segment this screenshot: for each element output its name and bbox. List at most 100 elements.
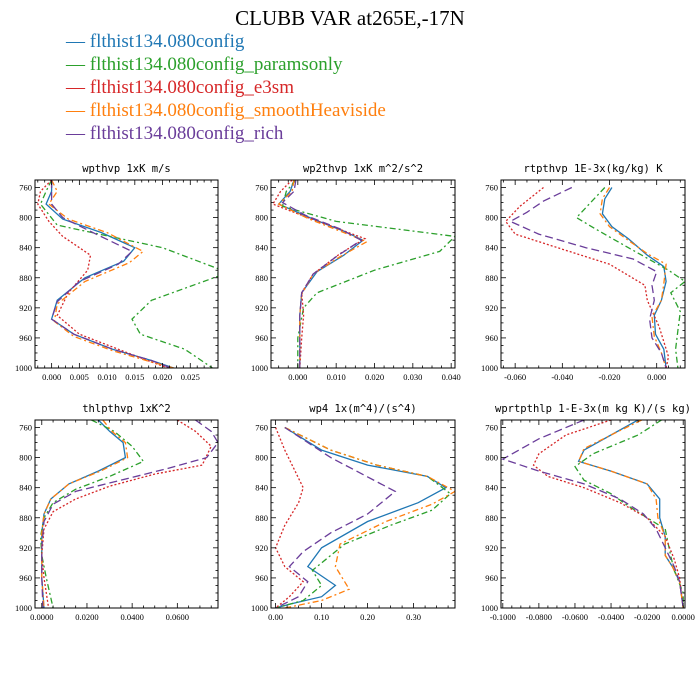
legend-item-smoothheaviside: — flthist134.080config_smoothHeaviside bbox=[66, 100, 386, 121]
y-tick-label: 800 bbox=[255, 213, 268, 223]
x-tick-label: 0.00 bbox=[268, 612, 283, 622]
y-tick-label: 1000 bbox=[251, 603, 268, 613]
panel-title: rtpthvp 1E-3x(kg/kg) K bbox=[523, 163, 663, 175]
y-tick-label: 920 bbox=[485, 543, 498, 553]
panel-2: wp2thvp 1xK m^2/s^2 760 800 840 880 920 960 100… bbox=[251, 163, 461, 382]
y-tick-label: 1000 bbox=[481, 363, 498, 373]
x-tick-label: 0.000 bbox=[42, 372, 61, 382]
legend-item-e3sm: — flthist134.080config_e3sm bbox=[66, 77, 294, 98]
panel-4: thlpthvp 1xK^2 760 800 840 880 920 960 10000.00… bbox=[15, 403, 219, 622]
series-line-5 bbox=[41, 420, 218, 608]
y-tick-label: 840 bbox=[255, 483, 268, 493]
series-line-4 bbox=[577, 420, 684, 608]
x-tick-label: -0.040 bbox=[551, 372, 573, 382]
series-line-5 bbox=[508, 186, 667, 368]
y-tick-label: 760 bbox=[485, 183, 498, 193]
y-tick-label: 920 bbox=[485, 303, 498, 313]
panel-title: wp2thvp 1xK m^2/s^2 bbox=[303, 163, 423, 175]
plot-frame bbox=[270, 179, 456, 369]
series-line-3 bbox=[274, 427, 305, 608]
panel-6: wprtpthlp 1-E-3x(m kg K)/(s kg) 760 800 840… bbox=[481, 403, 695, 622]
series-line-4 bbox=[277, 180, 369, 368]
x-tick-label: 0.0400 bbox=[120, 612, 143, 622]
legend: — flthist134.080config — flthist134.080c… bbox=[66, 30, 386, 145]
x-tick-label: 0.030 bbox=[403, 372, 422, 382]
y-tick-label: 800 bbox=[19, 213, 32, 223]
y-tick-label: 760 bbox=[19, 183, 32, 193]
y-tick-label: 760 bbox=[255, 423, 268, 433]
series-line-3 bbox=[271, 180, 367, 368]
series-line-2 bbox=[39, 420, 145, 608]
x-tick-label: 0.000 bbox=[647, 372, 666, 382]
y-tick-label: 800 bbox=[19, 453, 32, 463]
chart-title: CLUBB VAR at265E,-17N bbox=[235, 6, 465, 30]
y-tick-label: 960 bbox=[255, 333, 268, 343]
panel-1: wpthvp 1xK m/s 760 800 840 880 920 960 1000 0.00… bbox=[15, 163, 219, 382]
plot-frame bbox=[500, 179, 686, 369]
y-tick-label: 920 bbox=[255, 543, 268, 553]
x-tick-label: 0.040 bbox=[442, 372, 461, 382]
series-line-5 bbox=[281, 180, 363, 368]
series-line-4 bbox=[41, 420, 129, 608]
series-line-1 bbox=[577, 420, 684, 608]
y-tick-label: 960 bbox=[19, 333, 32, 343]
x-tick-label: -0.0400 bbox=[598, 612, 624, 622]
x-tick-label: 0.20 bbox=[360, 612, 375, 622]
y-tick-label: 840 bbox=[19, 243, 32, 253]
y-tick-label: 1000 bbox=[15, 603, 32, 613]
series-line-2 bbox=[275, 426, 452, 608]
y-tick-label: 840 bbox=[19, 483, 32, 493]
y-tick-label: 1000 bbox=[15, 363, 32, 373]
series-line-3 bbox=[532, 420, 684, 608]
x-tick-label: 0.0000 bbox=[672, 612, 695, 622]
y-tick-label: 880 bbox=[255, 513, 268, 523]
y-tick-label: 840 bbox=[485, 483, 498, 493]
y-tick-label: 760 bbox=[19, 423, 32, 433]
y-tick-label: 840 bbox=[485, 243, 498, 253]
y-tick-label: 960 bbox=[19, 573, 32, 583]
x-tick-label: 0.10 bbox=[314, 612, 329, 622]
x-tick-label: -0.1000 bbox=[490, 612, 516, 622]
legend-item-config: — flthist134.080config bbox=[66, 31, 245, 52]
panel-5: wp4 1x(m^4)/(s^4)76080084088092096010000… bbox=[251, 403, 456, 622]
series-line-1 bbox=[275, 426, 448, 608]
legend-item-paramsonly: — flthist134.080config_paramsonly bbox=[66, 54, 343, 75]
y-tick-label: 800 bbox=[485, 213, 498, 223]
series-line-5 bbox=[501, 420, 684, 608]
y-tick-label: 1000 bbox=[251, 363, 268, 373]
y-tick-label: 840 bbox=[255, 243, 268, 253]
x-tick-label: -0.0600 bbox=[562, 612, 588, 622]
y-tick-label: 800 bbox=[485, 453, 498, 463]
x-tick-label: 0.025 bbox=[181, 372, 200, 382]
x-tick-label: -0.0200 bbox=[634, 612, 660, 622]
series-line-2 bbox=[575, 187, 685, 368]
x-tick-label: 0.010 bbox=[98, 372, 117, 382]
y-tick-label: 920 bbox=[19, 543, 32, 553]
y-tick-label: 1000 bbox=[481, 603, 498, 613]
series-line-4 bbox=[599, 187, 667, 368]
x-tick-label: 0.0000 bbox=[30, 612, 53, 622]
series-line-2 bbox=[281, 180, 455, 368]
series-line-5 bbox=[50, 180, 172, 368]
x-tick-label: -0.020 bbox=[599, 372, 621, 382]
x-tick-label: 0.0600 bbox=[166, 612, 189, 622]
x-tick-label: 0.010 bbox=[327, 372, 346, 382]
y-tick-label: 880 bbox=[19, 273, 32, 283]
y-tick-label: 960 bbox=[255, 573, 268, 583]
plot-frame bbox=[34, 419, 219, 609]
x-tick-label: 0.015 bbox=[125, 372, 144, 382]
series-line-5 bbox=[275, 426, 397, 608]
y-tick-label: 880 bbox=[19, 513, 32, 523]
x-tick-label: -0.060 bbox=[504, 372, 526, 382]
panel-title: thlpthvp 1xK^2 bbox=[82, 403, 171, 415]
x-tick-label: 0.020 bbox=[153, 372, 172, 382]
panel-title: wprtpthlp 1-E-3x(m kg K)/(s kg) bbox=[495, 403, 691, 415]
legend-item-rich: — flthist134.080config_rich bbox=[66, 123, 284, 144]
series-line-1 bbox=[45, 180, 174, 368]
panel-title: wpthvp 1xK m/s bbox=[82, 163, 171, 175]
x-tick-label: 0.000 bbox=[288, 372, 307, 382]
y-tick-label: 880 bbox=[255, 273, 268, 283]
y-tick-label: 960 bbox=[485, 333, 498, 343]
